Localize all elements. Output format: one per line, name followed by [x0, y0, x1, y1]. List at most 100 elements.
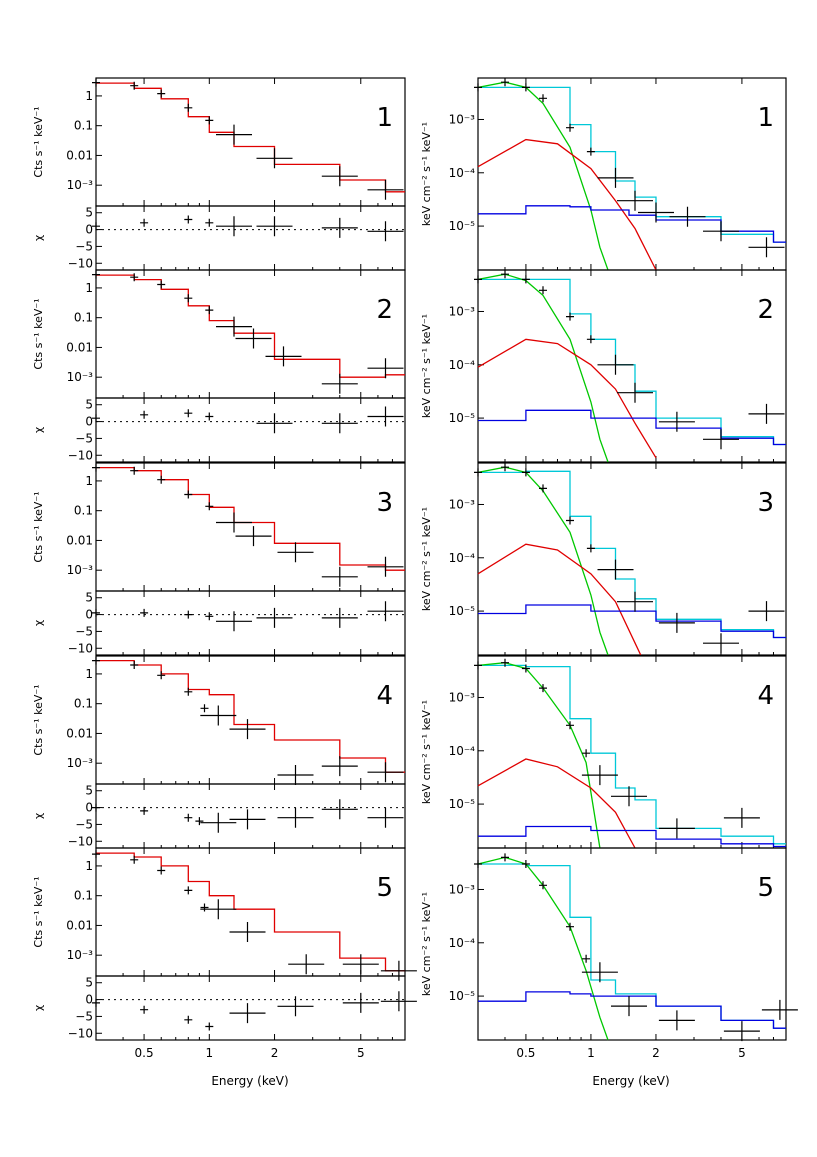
y-tick-label: 10⁻⁵ — [449, 604, 476, 618]
model-line — [96, 852, 405, 972]
residual-panel-5: 5 0 −5 −10 χ — [32, 975, 417, 1041]
residual-panel-3: 5 0 −5 −10 χ — [32, 590, 406, 656]
residual-frame — [95, 205, 406, 271]
y-tick-label: 10⁻⁵ — [449, 219, 476, 233]
y-tick-label: 10⁻³ — [67, 370, 94, 384]
data-point — [321, 756, 358, 777]
data-point — [582, 954, 591, 963]
unfolded-frame — [477, 655, 787, 849]
residual-point — [184, 215, 193, 224]
residual-frame — [95, 975, 406, 1041]
data-point — [265, 346, 302, 367]
data-point — [474, 468, 482, 477]
residual-panel-2: 5 0 −5 −10 χ — [32, 397, 406, 463]
residual-frame — [95, 590, 406, 656]
unfolded-frame — [477, 462, 787, 656]
residual-y-axis-label: χ — [32, 619, 45, 626]
y-tick-label: 1 — [85, 474, 93, 488]
data-point — [521, 860, 530, 868]
residual-point — [140, 218, 149, 227]
data-point — [235, 328, 272, 349]
residual-point — [140, 410, 149, 419]
x-tick-label: 5 — [738, 1046, 746, 1060]
residual-point — [256, 216, 293, 237]
y-tick-label: 5 — [85, 591, 93, 605]
data-point — [611, 996, 647, 1017]
data-point — [130, 273, 139, 282]
counts-y-axis-label: Cts s⁻¹ keV⁻¹ — [32, 876, 45, 947]
data-point — [703, 429, 739, 450]
x-tick-label: 2 — [271, 1046, 279, 1060]
unfolded-panel-1: 10⁻³ 10⁻⁴ 10⁻⁵ 1 keV cm⁻² s⁻¹ keV⁻¹ — [420, 77, 787, 271]
model-line — [96, 466, 405, 571]
data-point — [761, 999, 798, 1020]
residual-point — [321, 607, 358, 628]
y-tick-label: −5 — [75, 817, 93, 831]
residual-point — [184, 1015, 193, 1024]
data-point — [597, 167, 634, 188]
data-point — [617, 591, 653, 612]
total-component-line — [478, 86, 786, 243]
residual-point — [184, 610, 193, 619]
soft-component-line — [477, 273, 609, 463]
data-point — [566, 721, 574, 730]
y-tick-label: 5 — [85, 784, 93, 798]
data-point — [748, 403, 785, 424]
data-point — [617, 190, 653, 211]
data-point — [216, 512, 252, 533]
residual-point — [256, 413, 293, 434]
y-tick-label: 0.1 — [74, 697, 93, 711]
y-tick-label: 0.1 — [74, 889, 93, 903]
data-point — [92, 463, 100, 472]
y-tick-label: 0.01 — [66, 148, 93, 162]
residual-point — [92, 608, 100, 617]
data-point — [539, 881, 547, 890]
y-tick-label: 10⁻³ — [449, 304, 476, 318]
data-point — [92, 270, 100, 279]
y-tick-label: −5 — [75, 1009, 93, 1023]
residual-panel-1: 5 0 −5 −10 χ — [32, 205, 406, 271]
residual-point — [184, 813, 193, 822]
y-tick-label: 0 — [85, 223, 93, 237]
residual-point — [367, 221, 404, 242]
data-point — [658, 818, 695, 839]
y-tick-label: 10⁻³ — [67, 178, 94, 192]
y-tick-label: 0.01 — [66, 918, 93, 932]
residual-point — [140, 608, 149, 617]
residual-point — [256, 607, 293, 628]
data-point — [205, 502, 214, 511]
data-point — [539, 94, 547, 103]
y-tick-label: 1 — [85, 281, 93, 295]
data-point — [521, 275, 530, 284]
hard-component-line — [478, 991, 786, 1029]
y-tick-label: −10 — [68, 448, 93, 462]
y-tick-label: 0.1 — [74, 504, 93, 518]
data-point — [184, 103, 193, 112]
y-tick-label: 1 — [85, 667, 93, 681]
y-tick-label: 0 — [85, 415, 93, 429]
data-point — [723, 1021, 760, 1042]
y-tick-label: −5 — [75, 431, 93, 445]
data-point — [582, 749, 591, 758]
residual-point — [277, 996, 314, 1017]
data-point — [380, 960, 417, 981]
data-point — [367, 358, 404, 379]
data-point — [321, 166, 358, 187]
residual-y-axis-label: χ — [32, 1004, 45, 1011]
counts-frame — [95, 655, 406, 785]
data-point — [474, 275, 482, 284]
data-point — [474, 661, 482, 670]
residual-point — [205, 612, 214, 621]
model-line — [96, 82, 405, 193]
residual-point — [216, 216, 252, 237]
y-tick-label: −10 — [68, 641, 93, 655]
data-point — [200, 903, 209, 912]
data-point — [703, 633, 739, 654]
data-point — [367, 179, 404, 200]
y-tick-label: 10⁻³ — [67, 948, 94, 962]
y-tick-label: 0.1 — [74, 311, 93, 325]
panel-number: 3 — [376, 488, 393, 518]
data-point — [367, 762, 404, 783]
residual-point — [92, 998, 100, 1007]
panel-number: 2 — [757, 295, 774, 325]
